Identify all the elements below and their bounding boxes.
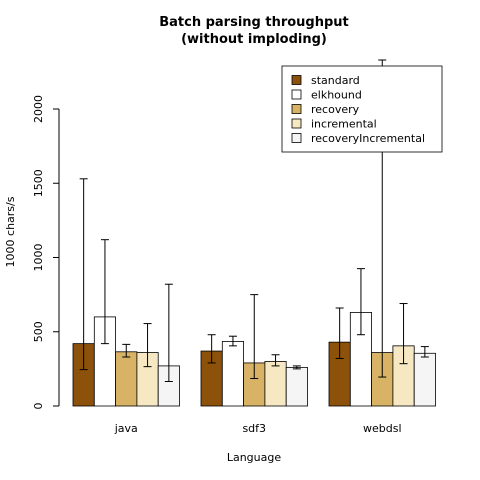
y-tick-label: 0	[32, 403, 45, 410]
x-axis-label: Language	[227, 451, 282, 464]
bar-group	[72, 59, 436, 407]
legend-swatch-recovery	[291, 104, 302, 114]
chart-title-line-1: Batch parsing throughput	[159, 15, 349, 30]
legend-swatch-elkhound	[291, 89, 302, 100]
y-axis: 0 500 1000 1500 2000	[32, 95, 60, 410]
legend-swatch-recoveryIncremental	[291, 133, 302, 143]
x-tick-label-java: java	[114, 422, 138, 435]
y-tick-label: 500	[32, 321, 45, 342]
legend-label-elkhound: elkhound	[311, 89, 362, 102]
legend-label-recoveryIncremental: recoveryIncremental	[311, 132, 425, 145]
legend-label-incremental: incremental	[311, 118, 377, 131]
x-axis-tick-labels: java sdf3 webdsl	[114, 422, 402, 435]
bar-incremental-sdf3	[264, 361, 287, 407]
chart-title-line-2: (without imploding)	[181, 32, 327, 47]
y-tick-label: 1500	[32, 169, 45, 197]
bar-recoveryIncremental-webdsl	[413, 352, 436, 407]
y-tick-label: 2000	[32, 95, 45, 123]
bar-elkhound-sdf3	[221, 341, 245, 407]
legend-swatch-incremental	[291, 118, 302, 129]
bar-recoveryIncremental-sdf3	[285, 366, 308, 407]
legend-label-recovery: recovery	[311, 103, 360, 116]
x-tick-label-webdsl: webdsl	[363, 422, 402, 435]
y-axis-label: 1000 chars/s	[4, 196, 17, 267]
legend-swatch-standard	[291, 75, 302, 85]
bar-recovery-java	[115, 351, 138, 407]
legend-box	[281, 65, 443, 153]
x-tick-label-sdf3: sdf3	[242, 422, 266, 435]
legend-label-standard: standard	[311, 74, 360, 87]
y-tick-label: 1000	[32, 244, 45, 272]
